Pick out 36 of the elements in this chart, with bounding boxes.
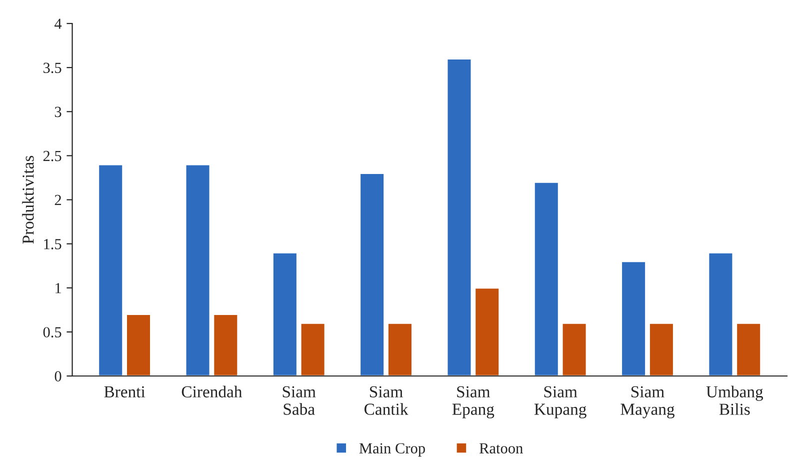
- y-tick-label: 1: [56, 283, 61, 294]
- y-tick-label: 2.5: [43, 150, 62, 162]
- bar: [533, 181, 560, 376]
- y-tick-label: 0.5: [43, 327, 62, 338]
- y-tick-label: 3: [54, 106, 62, 118]
- bar: [648, 322, 674, 376]
- bar: [736, 322, 762, 376]
- bar: [708, 252, 734, 376]
- bar: [300, 322, 326, 376]
- bar: [184, 164, 211, 376]
- bar: [474, 287, 500, 376]
- bar: [359, 172, 385, 376]
- bar: [272, 252, 298, 376]
- x-tick-label: Siam Cantik: [364, 386, 408, 415]
- bar: [387, 322, 413, 376]
- y-tick-label: 4: [54, 18, 62, 29]
- bar: [561, 322, 588, 376]
- bar: [620, 260, 646, 376]
- legend-label: Main Crop: [359, 443, 425, 457]
- bar: [446, 58, 472, 376]
- y-tick-label: 3.5: [43, 62, 62, 74]
- x-tick-label: Umbang Bilis: [706, 386, 764, 415]
- bar: [126, 314, 152, 376]
- y-tick-label: 1.5: [44, 239, 62, 250]
- legend-label: Ratoon: [479, 443, 523, 454]
- x-tick-label: Siam Kupang: [534, 386, 586, 418]
- x-tick-label: Siam Mayang: [620, 386, 674, 418]
- y-tick-label: 0: [54, 371, 62, 382]
- y-axis-title: Produktivitas: [22, 156, 34, 244]
- bar: [98, 164, 124, 376]
- x-tick-label: Brenti: [104, 386, 146, 398]
- y-tick-label: 2: [54, 194, 62, 206]
- bar: [212, 314, 239, 376]
- x-tick-label: Siam Epang: [452, 386, 494, 418]
- x-tick-label: Cirendah: [182, 386, 242, 398]
- x-tick-label: Siam Saba: [282, 386, 316, 415]
